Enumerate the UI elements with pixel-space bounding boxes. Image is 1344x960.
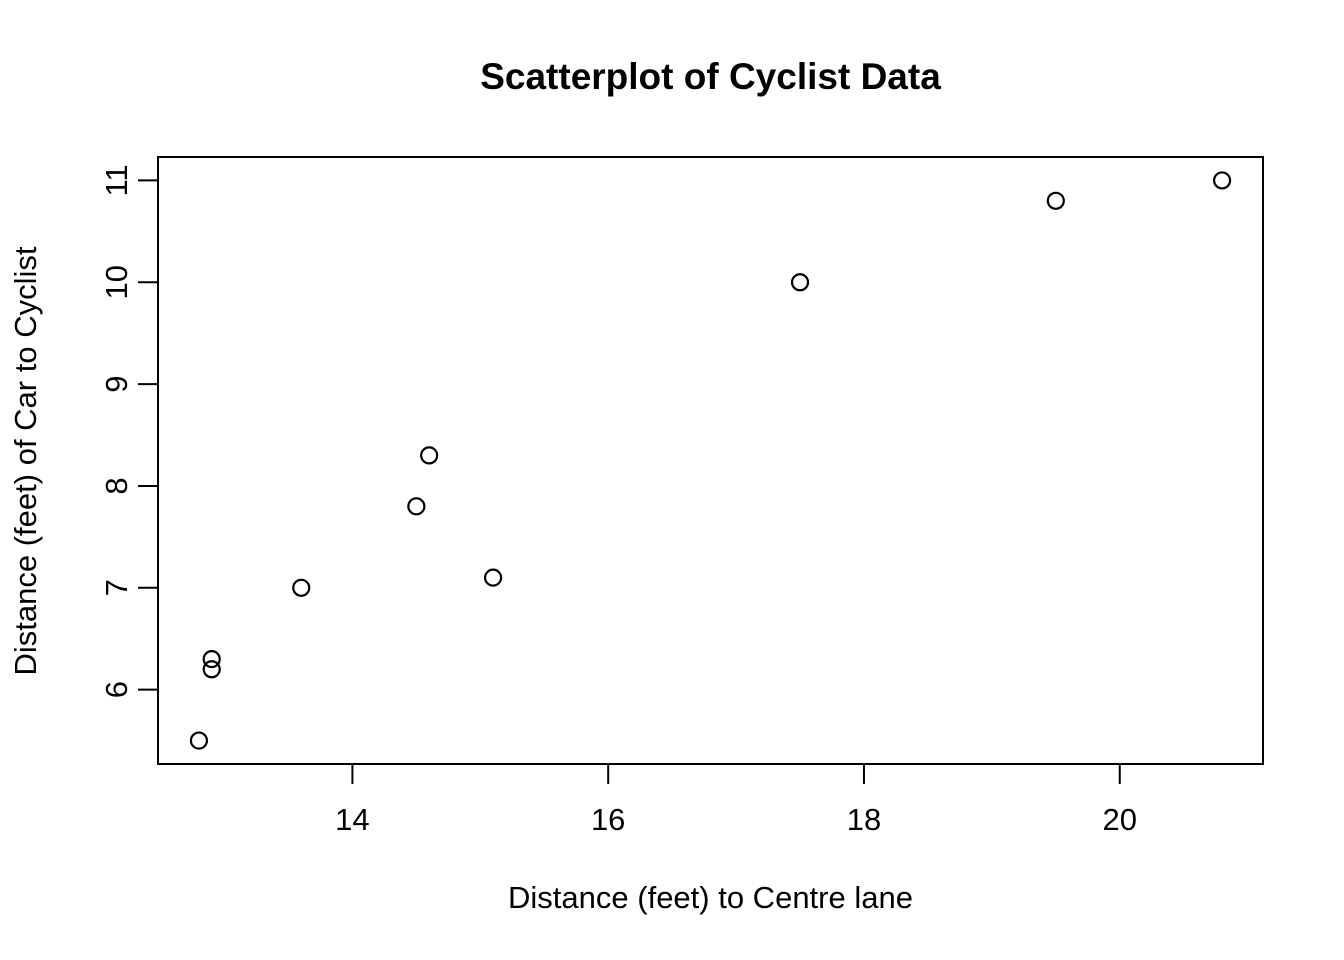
data-point	[1046, 191, 1065, 210]
data-point	[420, 446, 439, 465]
y-tick-label: 11	[99, 164, 134, 196]
x-tick-label: 14	[335, 802, 369, 837]
y-tick-label: 10	[99, 265, 134, 299]
data-point	[407, 497, 426, 516]
data-point	[292, 578, 311, 597]
data-point	[189, 731, 209, 750]
x-tick-label: 16	[591, 802, 625, 837]
chart-title: Scatterplot of Cyclist Data	[480, 56, 941, 97]
data-point	[483, 568, 503, 587]
x-tick-label: 20	[1103, 802, 1137, 837]
y-tick-label: 8	[99, 477, 134, 494]
data-point	[1212, 171, 1232, 190]
plot-box	[157, 156, 1264, 765]
x-axis-label: Distance (feet) to Centre lane	[508, 880, 913, 915]
data-point	[202, 660, 221, 679]
x-tick-label: 18	[847, 802, 881, 837]
y-tick-label: 6	[99, 681, 134, 698]
data-point	[202, 649, 221, 669]
y-tick-label: 7	[99, 579, 134, 596]
y-tick-label: 9	[99, 375, 134, 392]
data-point	[790, 273, 810, 292]
